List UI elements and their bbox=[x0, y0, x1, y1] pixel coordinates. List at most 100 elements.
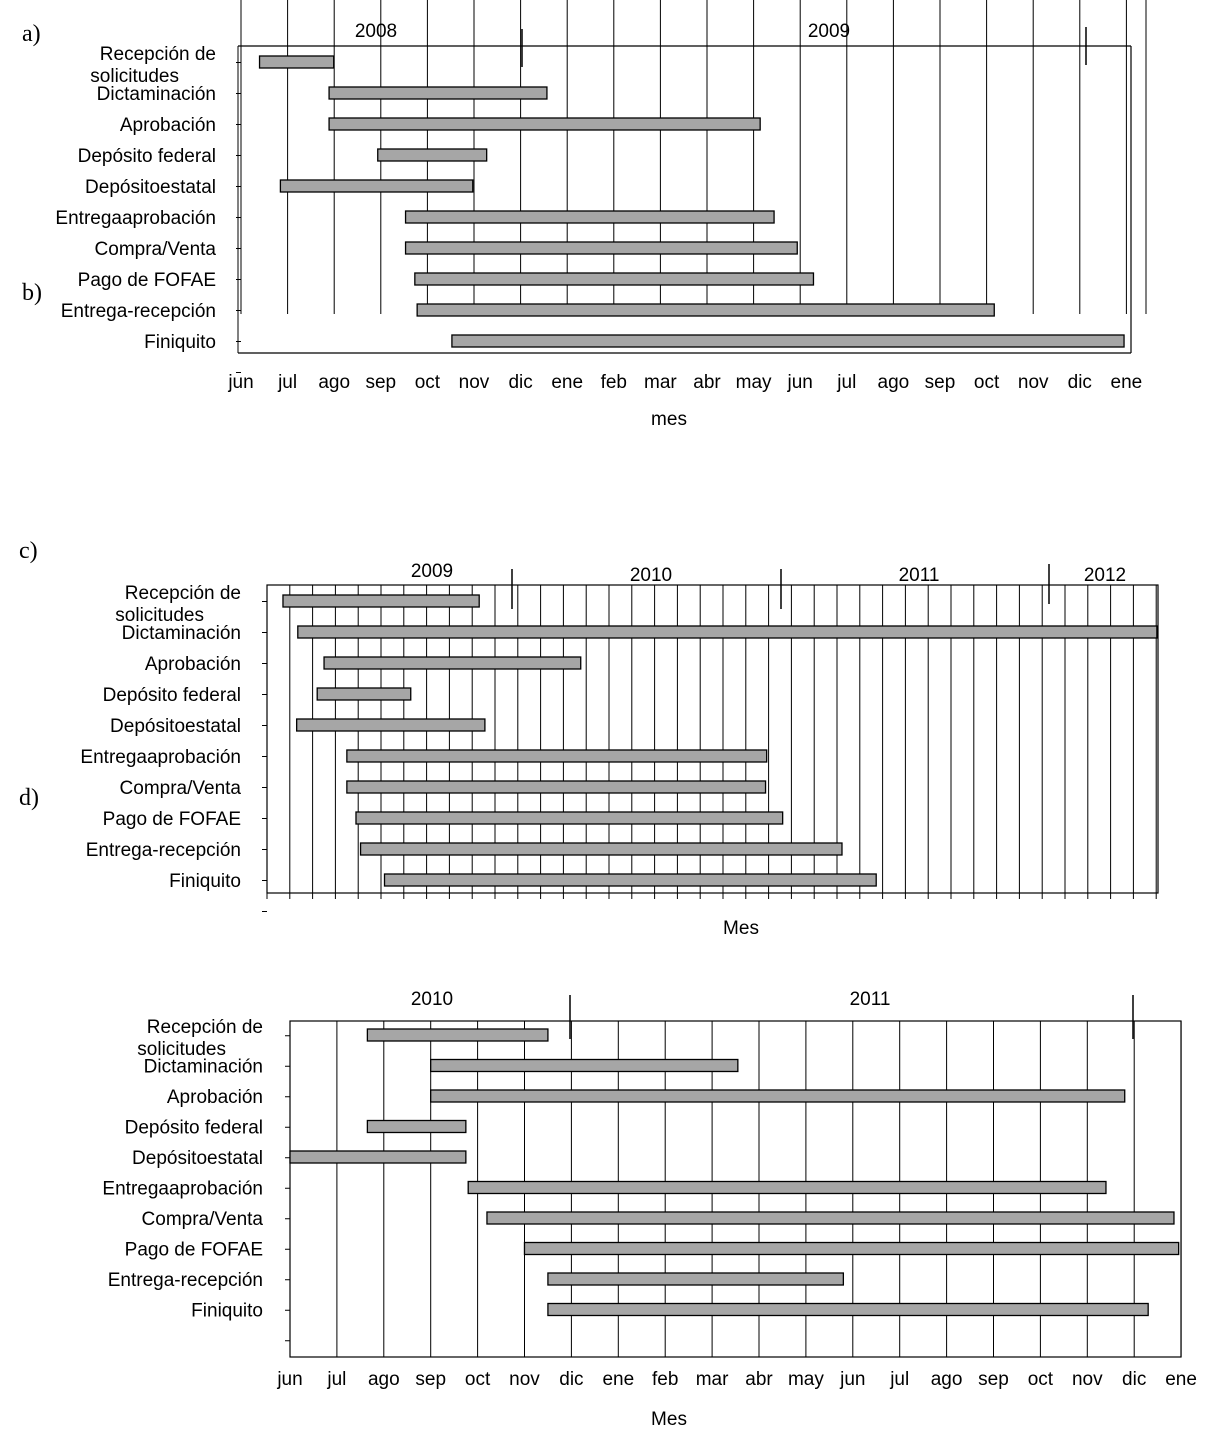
x-tick-label: sep bbox=[978, 1369, 1009, 1390]
gantt-bar bbox=[547, 1272, 845, 1286]
category-label: Depósito federal bbox=[103, 685, 241, 706]
x-tick-label: may bbox=[788, 1369, 824, 1390]
year-label: 2008 bbox=[355, 21, 397, 42]
category-label: Dictaminación bbox=[122, 623, 241, 644]
x-tick-label: jun bbox=[276, 1369, 302, 1390]
x-tick-label: oct bbox=[415, 372, 441, 393]
x-tick-label: nov bbox=[459, 372, 490, 393]
x-tick-label: ago bbox=[878, 372, 910, 393]
x-tick-label: ene bbox=[1111, 372, 1143, 393]
gantt-bar bbox=[414, 272, 815, 286]
gantt-bar bbox=[451, 334, 1125, 348]
year-label: 2009 bbox=[411, 561, 453, 582]
gantt-bar bbox=[346, 749, 768, 763]
plot-frame bbox=[289, 1020, 1182, 1358]
panel-letter: a) bbox=[22, 21, 41, 47]
gantt-bar bbox=[297, 625, 1158, 639]
year-label: 2009 bbox=[808, 21, 850, 42]
gantt-bar bbox=[316, 687, 412, 701]
x-tick-label: sep bbox=[365, 372, 396, 393]
panel-letter: c) bbox=[19, 538, 38, 564]
gantt-bar bbox=[377, 148, 488, 162]
gantt-bar bbox=[383, 873, 877, 887]
gantt-bar bbox=[416, 303, 995, 317]
category-label: Aprobación bbox=[145, 654, 241, 675]
category-label: Entregaaprobación bbox=[55, 208, 216, 229]
x-tick-label: oct bbox=[974, 372, 1000, 393]
category-label: Depósito federal bbox=[78, 146, 216, 167]
category-label: Aprobación bbox=[167, 1087, 263, 1108]
x-tick-label: mar bbox=[644, 372, 677, 393]
category-label: solicitudes bbox=[137, 1039, 226, 1060]
category-label: Depósitoestatal bbox=[85, 177, 216, 198]
x-tick-label: mar bbox=[696, 1369, 729, 1390]
category-label: Compra/Venta bbox=[142, 1209, 264, 1230]
gantt-bar bbox=[289, 1150, 467, 1164]
category-label: Finiquito bbox=[191, 1301, 263, 1322]
category-label: Compra/Venta bbox=[95, 239, 217, 260]
category-label: Entrega-recepción bbox=[86, 840, 241, 861]
x-tick-label: sep bbox=[925, 372, 956, 393]
category-label: Pago de FOFAE bbox=[78, 270, 216, 291]
gantt-bar bbox=[323, 656, 582, 670]
x-tick-label: jun bbox=[787, 372, 813, 393]
category-label: Depósitoestatal bbox=[110, 716, 241, 737]
category-label: Aprobación bbox=[120, 115, 216, 136]
panel-letter: b) bbox=[22, 280, 42, 306]
x-tick-label: jul bbox=[326, 1369, 346, 1390]
gantt-bar bbox=[430, 1058, 739, 1073]
plot-frame bbox=[266, 584, 1159, 894]
x-tick-label: jul bbox=[277, 372, 297, 393]
category-label: Dictaminación bbox=[144, 1057, 263, 1078]
gantt-bar bbox=[430, 1089, 1126, 1103]
category-label: Pago de FOFAE bbox=[125, 1240, 263, 1261]
category-label: Entregaaprobación bbox=[80, 747, 241, 768]
x-axis-label: Mes bbox=[651, 1409, 687, 1430]
x-tick-label: dic bbox=[1122, 1369, 1146, 1390]
x-axis-label: mes bbox=[651, 409, 687, 430]
category-label: Recepción de bbox=[125, 583, 241, 604]
x-tick-label: dic bbox=[508, 372, 532, 393]
x-tick-label: dic bbox=[1068, 372, 1092, 393]
gantt-bar bbox=[355, 811, 784, 825]
x-tick-label: ago bbox=[318, 372, 350, 393]
x-tick-label: jun bbox=[839, 1369, 865, 1390]
x-tick-label: dic bbox=[559, 1369, 583, 1390]
gantt-bar bbox=[258, 55, 335, 69]
x-axis-label: Mes bbox=[723, 918, 759, 939]
category-label: Recepción de bbox=[100, 44, 216, 65]
x-tick-label: nov bbox=[509, 1369, 540, 1390]
gantt-bar bbox=[547, 1302, 1149, 1317]
category-label: Entrega-recepción bbox=[61, 301, 216, 322]
gantt-bar bbox=[282, 594, 480, 608]
category-label: Dictaminación bbox=[97, 84, 216, 105]
panel-letter: d) bbox=[19, 785, 39, 811]
year-label: 2010 bbox=[411, 989, 453, 1010]
gantt-bar bbox=[279, 179, 474, 193]
category-label: Entregaaprobación bbox=[102, 1179, 263, 1200]
category-label: Depósitoestatal bbox=[132, 1148, 263, 1169]
x-tick-label: ago bbox=[931, 1369, 963, 1390]
x-tick-label: feb bbox=[601, 372, 627, 393]
gantt-bar bbox=[366, 1119, 467, 1134]
gantt-bar bbox=[404, 210, 775, 224]
gantt-bar bbox=[523, 1241, 1180, 1256]
gantt-bar bbox=[328, 117, 761, 131]
year-label: 2011 bbox=[850, 989, 891, 1010]
year-label: 2011 bbox=[899, 565, 940, 586]
category-label: Depósito federal bbox=[125, 1118, 263, 1139]
gantt-bar bbox=[328, 86, 548, 100]
category-label: Recepción de bbox=[147, 1017, 263, 1038]
gantt-bar bbox=[486, 1211, 1175, 1225]
year-label: 2010 bbox=[630, 565, 672, 586]
x-tick-label: jul bbox=[889, 1369, 909, 1390]
x-tick-label: ene bbox=[551, 372, 583, 393]
category-label: Entrega-recepción bbox=[108, 1270, 263, 1291]
gantt-bar bbox=[359, 842, 843, 856]
gantt-bar bbox=[346, 780, 767, 794]
category-label: Compra/Venta bbox=[120, 778, 242, 799]
category-label: solicitudes bbox=[90, 66, 179, 87]
